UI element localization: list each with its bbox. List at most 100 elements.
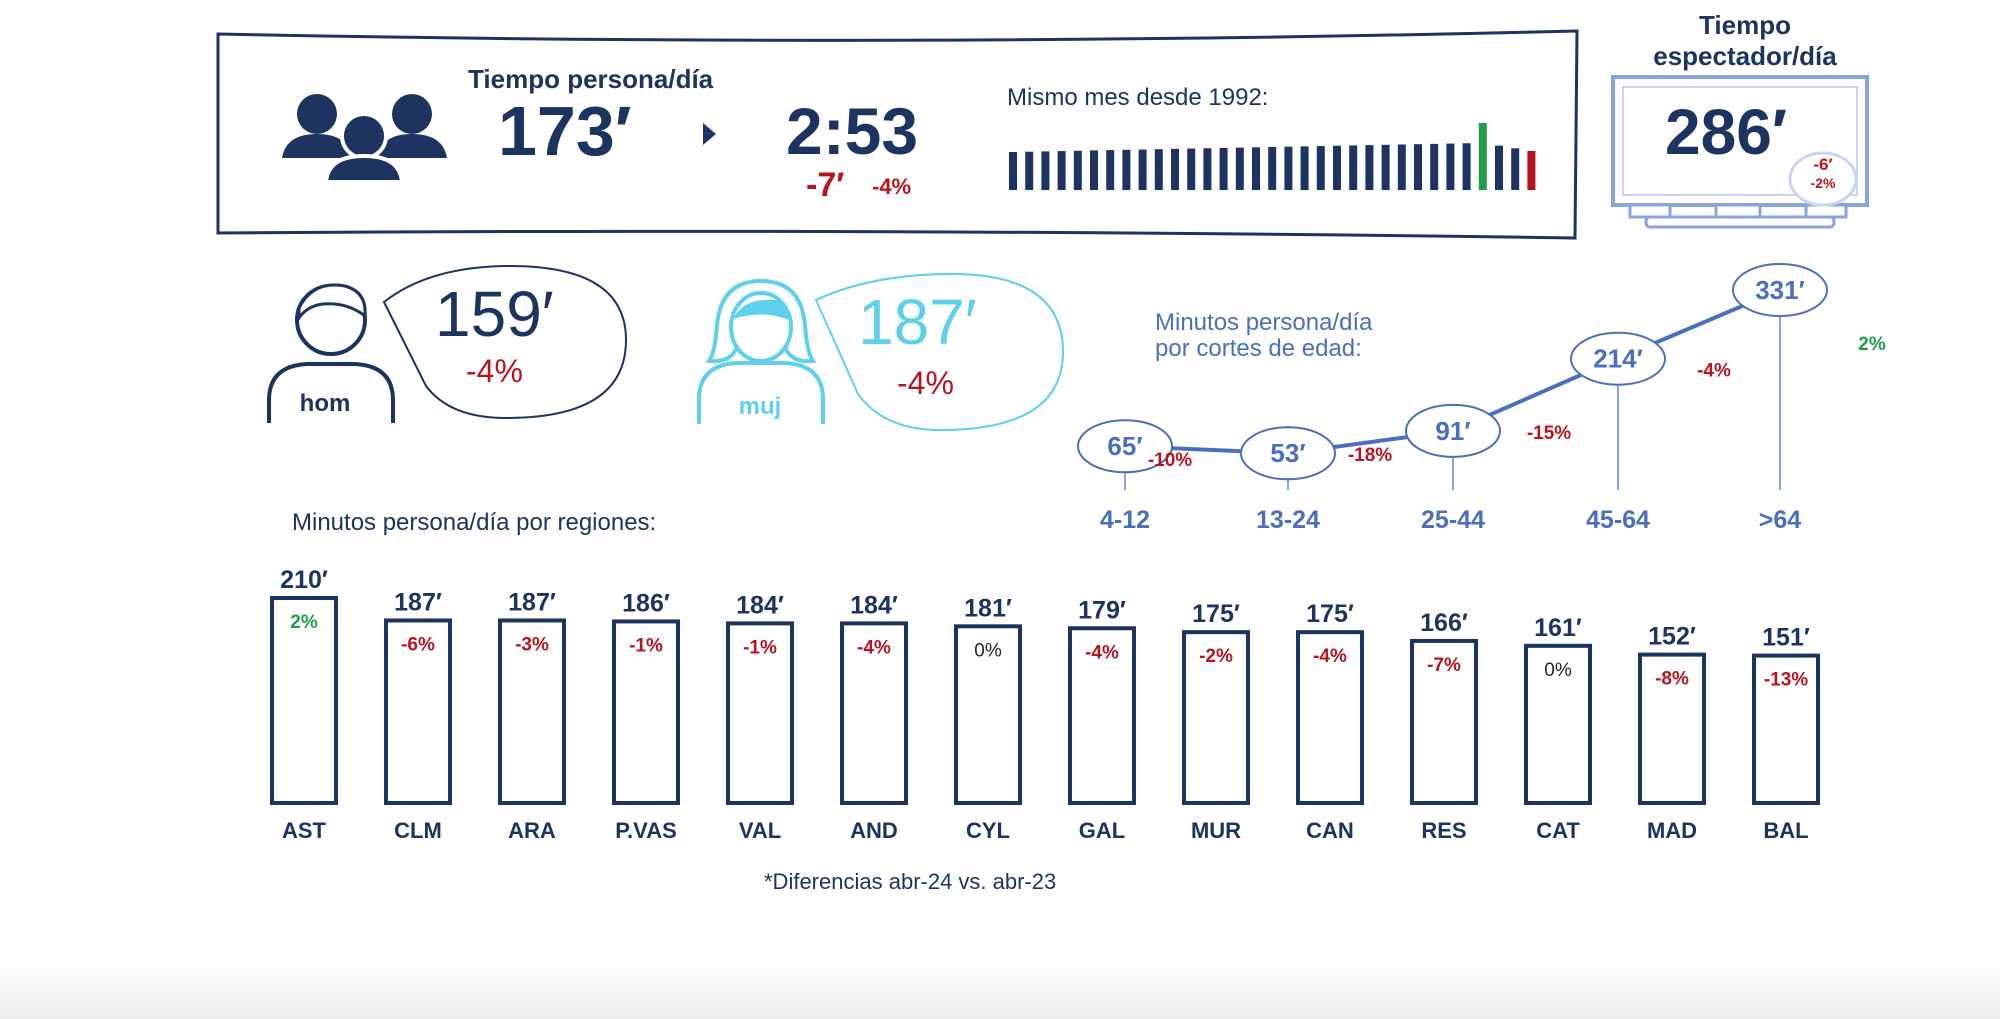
history-bar	[1495, 145, 1503, 190]
bottom-band	[0, 960, 2000, 1019]
history-bar	[1187, 148, 1196, 190]
age-chart-title-line1: Minutos persona/día	[1155, 309, 1373, 336]
women-value: 187′	[858, 286, 977, 358]
region-value-label: 181′	[964, 594, 1012, 622]
region-category-label: GAL	[1079, 818, 1125, 843]
spectator-diff: -6′ -2%	[1790, 156, 1856, 192]
age-point	[1405, 403, 1501, 458]
region-category-label: CAT	[1536, 818, 1580, 843]
history-bar	[1381, 144, 1390, 190]
spectator-diff-percent: -2%	[1810, 175, 1836, 191]
region-value-label: 184′	[736, 591, 784, 619]
men-percent: -4%	[466, 353, 523, 389]
region-category-label: P.VAS	[615, 818, 677, 843]
history-bar	[1414, 144, 1422, 190]
region-category-label: CAN	[1306, 818, 1354, 843]
men-value: 159′	[435, 278, 554, 350]
age-point	[1240, 426, 1336, 481]
women-percent: -4%	[897, 365, 954, 401]
region-bar	[1068, 626, 1136, 805]
region-diff-label: -1%	[629, 635, 663, 656]
history-bar	[1478, 122, 1487, 190]
time-person-title: Tiempo persona/día	[468, 64, 714, 94]
history-label: Mismo mes desde 1992:	[1007, 84, 1269, 111]
region-diff-label: 0%	[974, 640, 1002, 661]
region-value-label: 210′	[280, 566, 328, 594]
history-bar	[1511, 148, 1520, 190]
age-category-label: 4-12	[1100, 506, 1150, 534]
regions-bar-chart: 210′ 2% AST 187′ -6% CLM 187′ -3% ARA 186′ -1% P.VA…	[270, 566, 1820, 843]
age-value-label: 331′	[1755, 275, 1805, 305]
history-bar	[1446, 143, 1455, 190]
history-bar	[1235, 147, 1244, 190]
spectator-title-line2: espectador/día	[1653, 41, 1837, 71]
history-bar	[1171, 148, 1179, 190]
time-diff-percent: -4%	[872, 174, 912, 199]
region-category-label: CLM	[394, 818, 442, 843]
region-value-label: 151′	[1762, 624, 1810, 652]
history-bar	[1430, 143, 1439, 190]
history-bar	[1090, 150, 1098, 190]
time-person-minutes: 173′	[498, 92, 632, 170]
region-bar	[1638, 652, 1706, 805]
region-value-label: 187′	[394, 588, 442, 616]
history-bar	[1397, 144, 1406, 190]
history-bar	[1349, 145, 1358, 190]
women-speech-bubble	[814, 272, 1065, 432]
people-icon	[282, 94, 447, 182]
region-category-label: MUR	[1191, 818, 1241, 843]
region-diff-label: -7%	[1427, 655, 1461, 676]
history-bar	[1268, 147, 1277, 190]
age-category-label: 13-24	[1256, 506, 1320, 534]
history-bar	[1300, 146, 1309, 190]
region-diff-label: -4%	[1085, 642, 1119, 663]
region-bar	[498, 618, 566, 805]
age-chart-title: Minutos persona/día por cortes de edad:	[1155, 310, 1372, 362]
region-diff-label: -3%	[515, 634, 549, 655]
age-point	[1077, 419, 1173, 474]
women-label: muj	[738, 393, 782, 420]
region-value-label: 187′	[508, 588, 556, 616]
history-bar	[1219, 147, 1228, 190]
history-bar	[1009, 152, 1017, 190]
region-category-label: MAD	[1647, 818, 1697, 843]
region-bar	[726, 621, 794, 805]
region-diff-label: -8%	[1655, 669, 1689, 690]
history-bar	[1106, 150, 1115, 190]
time-person-hours: 2:53	[786, 94, 919, 168]
history-bar	[1203, 148, 1212, 190]
region-value-label: 184′	[850, 591, 898, 619]
region-bar	[612, 619, 680, 805]
region-category-label: AND	[850, 818, 898, 843]
history-bar	[1333, 145, 1341, 190]
spectator-diff-minutes: -6′	[1813, 155, 1833, 174]
history-bar	[1154, 149, 1163, 190]
region-category-label: ARA	[508, 818, 556, 843]
region-category-label: CYL	[966, 818, 1010, 843]
footnote: *Diferencias abr-24 vs. abr-23	[764, 869, 1057, 894]
history-bar	[1025, 151, 1034, 190]
history-bar	[1122, 149, 1131, 190]
region-category-label: BAL	[1763, 818, 1808, 843]
region-bar	[1296, 630, 1364, 805]
region-category-label: RES	[1421, 818, 1466, 843]
region-bar	[270, 596, 338, 805]
age-diff-label: -15%	[1527, 423, 1571, 444]
age-category-label: 25-44	[1421, 506, 1485, 534]
age-point	[1732, 263, 1828, 317]
region-bar	[1410, 638, 1478, 805]
region-category-label: AST	[282, 818, 327, 843]
history-bar	[1316, 146, 1325, 190]
region-value-label: 179′	[1078, 596, 1126, 624]
age-point	[1570, 331, 1666, 386]
history-bar	[1365, 145, 1374, 190]
region-bar	[840, 621, 908, 805]
region-value-label: 186′	[622, 589, 670, 617]
history-bar	[1138, 149, 1147, 190]
spectator-title-line1: Tiempo	[1699, 10, 1791, 40]
history-bar-chart	[1009, 122, 1536, 190]
region-value-label: 166′	[1420, 609, 1468, 637]
history-bar	[1284, 146, 1293, 190]
time-diff-minutes: -7′	[806, 166, 845, 204]
age-diff-label: 2%	[1858, 334, 1886, 355]
